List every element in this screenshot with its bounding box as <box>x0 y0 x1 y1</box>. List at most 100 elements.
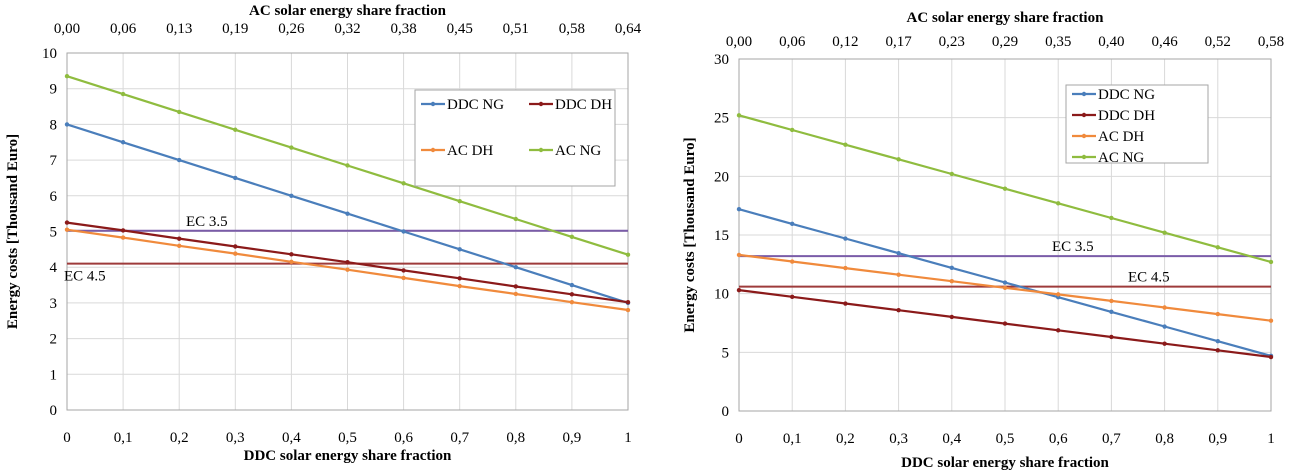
x-tick-label: 0,2 <box>836 431 855 447</box>
data-point <box>1002 321 1008 326</box>
y-tick-label: 1 <box>50 367 58 383</box>
data-point <box>233 175 238 181</box>
data-point <box>64 74 70 79</box>
chart-1: 0 1 2 3 4 5 6 7 8 9 10 0 0,1 0,2 0,3 0,4 0,5 0,6 0,7 0,8 0,9… <box>5 3 642 464</box>
data-point <box>289 145 294 150</box>
legend-marker <box>538 101 544 107</box>
x2-tick-label: 0,58 <box>1258 34 1284 50</box>
legend-marker <box>1081 91 1087 97</box>
data-point <box>1215 338 1221 344</box>
data-point <box>1162 324 1167 329</box>
x-tick-label: 0,3 <box>226 430 245 446</box>
data-point <box>736 252 742 258</box>
legend-marker <box>430 147 436 153</box>
legend-marker <box>538 147 544 153</box>
data-point <box>896 250 901 256</box>
x-tick-label: 0 <box>735 431 743 447</box>
legend-box <box>414 89 616 187</box>
data-point <box>736 287 742 293</box>
y-tick-label: 30 <box>714 52 729 68</box>
data-point <box>1109 215 1114 221</box>
legend: DDC NG DDC DH AC DH AC NG <box>414 89 616 187</box>
legend-label: DDC DH <box>1098 108 1155 124</box>
data-point <box>457 276 462 281</box>
data-point <box>401 275 406 281</box>
data-point <box>790 221 795 227</box>
legend-label: DDC NG <box>447 97 504 113</box>
y-tick-label: 4 <box>50 260 58 276</box>
data-point <box>513 265 518 270</box>
data-point <box>790 259 795 264</box>
data-point <box>1215 311 1221 317</box>
legend-marker <box>1081 154 1087 160</box>
data-point <box>843 301 848 306</box>
x2-tick-label: 0,06 <box>779 34 806 50</box>
legend-box <box>1065 84 1209 164</box>
data-point <box>120 140 126 145</box>
data-point <box>1162 305 1167 310</box>
y-tick-label: 25 <box>714 111 729 127</box>
y-tick-label: 8 <box>50 117 58 133</box>
legend-marker <box>1081 133 1087 139</box>
data-point <box>177 243 182 248</box>
x2-tick-label: 0,51 <box>503 21 529 37</box>
data-point <box>1162 341 1167 346</box>
data-point <box>736 206 742 212</box>
x2-tick-label: 0,38 <box>390 21 416 37</box>
data-point <box>790 294 795 300</box>
data-point <box>1002 285 1008 290</box>
data-point <box>1056 328 1061 333</box>
x2-tick-label: 0,17 <box>885 34 912 50</box>
data-point <box>736 113 742 118</box>
data-point <box>569 299 575 305</box>
data-point <box>896 308 901 313</box>
data-point <box>1109 309 1114 315</box>
legend-marker <box>430 101 436 107</box>
y-tick-label: 7 <box>50 153 58 169</box>
data-point <box>949 279 954 284</box>
x-tick-label: 0,2 <box>170 430 189 446</box>
reference-line-label: EC 3.5 <box>186 214 228 230</box>
data-point <box>1215 348 1221 353</box>
data-point <box>120 235 126 240</box>
chart-2: 0 5 10 15 20 25 30 0 0,1 0,2 0,3 0,4 0,5 0,6 0,7 0,8 0,9… <box>682 10 1284 471</box>
data-point <box>896 272 901 277</box>
data-point <box>457 283 462 289</box>
data-point <box>120 91 126 97</box>
data-point <box>1268 259 1274 265</box>
x-tick-label: 0,1 <box>783 431 802 447</box>
x2-tick-label: 0,23 <box>939 34 965 50</box>
x2-tick-label: 0,13 <box>166 21 192 37</box>
x-tick-label: 0,8 <box>506 430 525 446</box>
data-point <box>345 260 350 265</box>
data-point <box>177 236 182 241</box>
x2-tick-label: 0,00 <box>726 34 752 50</box>
data-point <box>843 142 848 147</box>
x-tick-label: 0,5 <box>996 431 1015 447</box>
y-tick-label: 0 <box>722 404 730 420</box>
data-point <box>120 228 126 233</box>
data-point <box>401 229 406 234</box>
x-tick-label: 0,9 <box>1208 431 1227 447</box>
data-point <box>790 127 795 133</box>
plot-frame <box>738 58 1272 412</box>
y-tick-label: 6 <box>50 189 58 205</box>
data-point <box>345 163 350 168</box>
data-point <box>177 109 182 115</box>
x2-tick-label: 0,58 <box>559 21 585 37</box>
data-point <box>896 157 901 162</box>
data-point <box>345 267 350 272</box>
x-tick-label: 0,1 <box>114 430 133 446</box>
y-tick-label: 5 <box>50 225 58 241</box>
legend-marker <box>1081 112 1087 118</box>
data-point <box>513 291 518 297</box>
x2-tick-label: 0,00 <box>54 21 80 37</box>
data-point <box>289 252 294 257</box>
x2-tick-label: 0,40 <box>1098 34 1124 50</box>
y-axis-title: Energy costs [Thousand Euro] <box>5 134 21 329</box>
y-axis-title: Energy costs [Thousand Euro] <box>682 137 698 332</box>
data-point <box>949 314 954 320</box>
data-point <box>625 299 631 305</box>
data-point <box>625 307 631 313</box>
x2-tick-label: 0,64 <box>615 21 642 37</box>
